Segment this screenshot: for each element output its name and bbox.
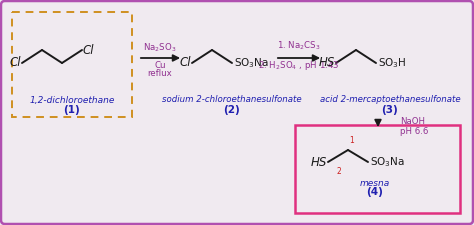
Text: 1. Na$_2$CS$_3$: 1. Na$_2$CS$_3$ (277, 40, 321, 52)
Text: SO$_3$Na: SO$_3$Na (234, 56, 269, 70)
Text: SO$_3$H: SO$_3$H (378, 56, 407, 70)
Text: sodium 2-chloroethanesulfonate: sodium 2-chloroethanesulfonate (162, 95, 302, 104)
Text: 1: 1 (349, 136, 354, 145)
Text: Cl: Cl (9, 56, 21, 70)
Text: Cl: Cl (180, 56, 191, 70)
Text: Na$_2$SO$_3$: Na$_2$SO$_3$ (143, 42, 177, 54)
Text: reflux: reflux (147, 70, 173, 79)
Text: NaOH: NaOH (400, 117, 425, 126)
Text: 2. H$_2$SO$_4$ , pH 1.43: 2. H$_2$SO$_4$ , pH 1.43 (258, 58, 340, 72)
Text: (4): (4) (366, 187, 383, 197)
Text: Cl: Cl (83, 43, 94, 56)
Text: (3): (3) (382, 105, 398, 115)
Text: 2: 2 (337, 167, 342, 176)
Text: 1,2-dichloroethane: 1,2-dichloroethane (29, 95, 115, 104)
Text: HS: HS (319, 56, 335, 70)
Text: (2): (2) (224, 105, 240, 115)
Text: HS: HS (310, 155, 327, 169)
Text: mesna: mesna (360, 178, 390, 187)
Text: pH 6.6: pH 6.6 (400, 126, 428, 135)
Text: (1): (1) (64, 105, 81, 115)
Text: SO$_3$Na: SO$_3$Na (370, 155, 405, 169)
Text: Cu: Cu (154, 61, 166, 70)
Text: acid 2-mercaptoethanesulfonate: acid 2-mercaptoethanesulfonate (319, 95, 460, 104)
